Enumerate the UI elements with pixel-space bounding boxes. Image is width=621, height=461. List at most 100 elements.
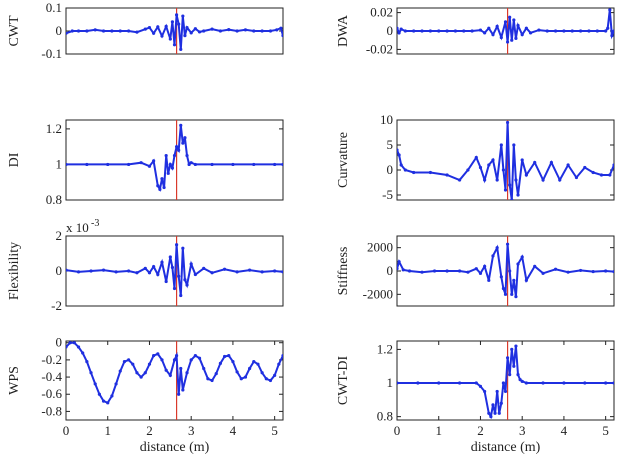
y-tick-label: 0 bbox=[56, 335, 63, 350]
y-tick-label: -0.8 bbox=[41, 403, 62, 418]
x-axis-label-right: distance (m) bbox=[471, 440, 541, 455]
y-tick-label: 10 bbox=[380, 112, 393, 127]
data-point bbox=[478, 28, 483, 32]
data-point bbox=[520, 158, 524, 162]
data-point bbox=[231, 360, 235, 364]
y-tick-label: 2000 bbox=[367, 240, 393, 255]
data-point bbox=[495, 24, 499, 28]
data-point bbox=[579, 29, 583, 33]
data-point bbox=[503, 389, 508, 394]
data-point bbox=[474, 267, 478, 271]
y-tick-label: 0.02 bbox=[370, 5, 393, 20]
series-line bbox=[66, 125, 283, 193]
data-point bbox=[179, 366, 183, 371]
data-point bbox=[508, 183, 512, 187]
y-tick-label: -2 bbox=[51, 298, 62, 313]
data-point bbox=[514, 178, 518, 182]
subplot-3: 1.2 1 0.8 DI bbox=[7, 119, 284, 207]
axes-frame bbox=[396, 340, 615, 421]
data-point bbox=[235, 370, 239, 374]
data-point bbox=[166, 171, 170, 175]
data-point bbox=[478, 165, 483, 170]
data-point bbox=[179, 47, 183, 52]
data-point bbox=[501, 286, 506, 291]
data-point bbox=[491, 33, 495, 37]
data-point bbox=[516, 193, 520, 197]
data-point bbox=[202, 29, 206, 33]
data-point bbox=[231, 162, 235, 167]
data-point bbox=[89, 371, 93, 375]
data-point bbox=[487, 163, 491, 167]
data-point bbox=[505, 40, 510, 44]
x-tick-label: 5 bbox=[602, 423, 609, 438]
y-tick-label: 0.1 bbox=[46, 0, 62, 15]
data-point bbox=[412, 170, 416, 175]
data-point bbox=[524, 173, 528, 177]
data-point bbox=[483, 178, 487, 182]
data-point bbox=[222, 354, 227, 359]
data-point bbox=[260, 270, 264, 274]
data-point bbox=[516, 373, 520, 377]
data-point bbox=[193, 353, 197, 358]
data-point bbox=[170, 265, 175, 270]
data-point bbox=[533, 160, 537, 165]
data-point bbox=[591, 170, 595, 175]
data-point bbox=[420, 29, 424, 33]
data-point bbox=[162, 185, 166, 190]
data-point bbox=[101, 268, 106, 272]
data-point bbox=[126, 358, 131, 362]
data-point bbox=[197, 30, 202, 34]
data-point bbox=[612, 381, 614, 385]
data-point bbox=[170, 20, 175, 24]
data-point bbox=[420, 270, 424, 274]
data-point bbox=[126, 29, 131, 33]
data-point bbox=[512, 18, 516, 22]
data-point bbox=[512, 143, 516, 147]
x-tick-label: 4 bbox=[561, 423, 568, 438]
data-point bbox=[432, 269, 437, 273]
data-point bbox=[566, 270, 570, 274]
data-point bbox=[604, 29, 608, 33]
data-point bbox=[512, 278, 516, 282]
data-point bbox=[187, 162, 191, 167]
y-axis-label: Flexibility bbox=[7, 242, 22, 300]
data-point bbox=[143, 27, 147, 31]
data-point bbox=[81, 351, 85, 355]
data-point bbox=[566, 163, 570, 167]
data-point bbox=[483, 389, 487, 394]
data-point bbox=[147, 164, 152, 168]
data-point bbox=[599, 173, 604, 177]
data-point bbox=[156, 25, 160, 29]
data-point bbox=[239, 377, 243, 381]
data-point bbox=[189, 161, 193, 165]
data-point bbox=[177, 22, 181, 26]
data-point bbox=[101, 399, 106, 403]
data-point bbox=[397, 260, 401, 264]
axes-frame bbox=[65, 340, 284, 421]
data-point bbox=[181, 388, 185, 392]
data-point bbox=[156, 272, 160, 277]
data-point bbox=[510, 292, 514, 296]
data-point bbox=[177, 148, 181, 152]
data-point bbox=[85, 29, 89, 33]
y-tick-label: 1.2 bbox=[46, 121, 62, 136]
y-tick-label: 0 bbox=[387, 263, 394, 278]
data-point bbox=[491, 403, 495, 407]
x-axis-label-left: distance (m) bbox=[140, 440, 210, 455]
data-point bbox=[76, 270, 81, 274]
y-exponent-power: -3 bbox=[91, 218, 99, 229]
data-point bbox=[252, 29, 256, 33]
y-tick-label: 1 bbox=[387, 375, 394, 390]
data-point bbox=[66, 31, 68, 35]
data-point bbox=[524, 278, 528, 282]
data-point bbox=[279, 26, 283, 30]
data-point bbox=[487, 278, 491, 282]
x-tick-label: 3 bbox=[188, 423, 195, 438]
data-point bbox=[608, 8, 612, 12]
data-point bbox=[595, 29, 599, 33]
data-point bbox=[189, 358, 193, 362]
data-point bbox=[158, 187, 162, 191]
series-line bbox=[397, 345, 614, 420]
data-point bbox=[562, 29, 566, 33]
